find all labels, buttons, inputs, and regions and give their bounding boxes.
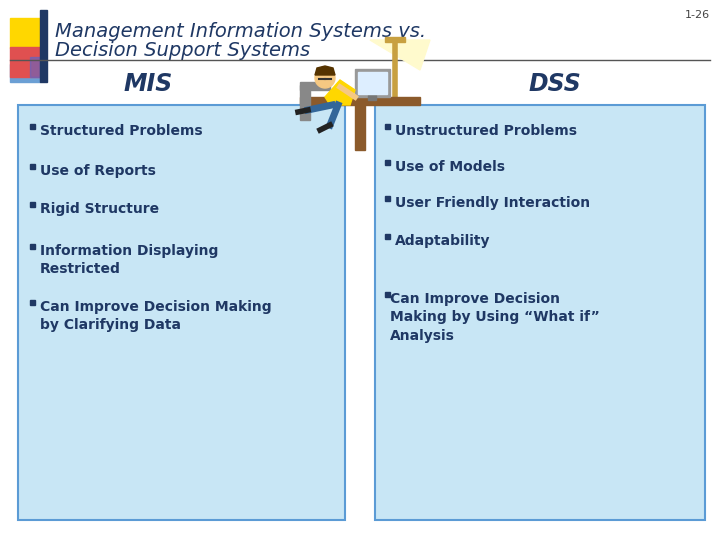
Text: 1-26: 1-26: [685, 10, 710, 20]
Bar: [30, 244, 35, 249]
Bar: [30, 124, 35, 129]
Polygon shape: [370, 40, 430, 70]
Bar: [40, 10, 47, 82]
Text: Management Information Systems vs.: Management Information Systems vs.: [55, 22, 426, 41]
Text: User Friendly Interaction: User Friendly Interaction: [395, 196, 590, 210]
Bar: [30, 57, 40, 77]
Bar: [368, 95, 376, 100]
Bar: [355, 69, 390, 97]
Bar: [358, 72, 387, 94]
Text: Information Displaying
Restricted: Information Displaying Restricted: [40, 244, 218, 276]
Bar: [300, 85, 310, 120]
Bar: [10, 18, 40, 48]
Text: DSS: DSS: [528, 72, 581, 96]
Bar: [10, 64, 40, 82]
Bar: [385, 37, 405, 42]
Polygon shape: [315, 66, 335, 75]
Bar: [30, 300, 35, 305]
Bar: [300, 82, 330, 90]
Text: Rigid Structure: Rigid Structure: [40, 202, 159, 216]
Bar: [18, 105, 345, 520]
Bar: [355, 100, 365, 150]
Bar: [300, 97, 420, 105]
Text: Use of Models: Use of Models: [395, 160, 505, 174]
Text: Unstructured Problems: Unstructured Problems: [395, 124, 577, 138]
Bar: [385, 124, 390, 129]
Circle shape: [315, 68, 335, 88]
Text: MIS: MIS: [123, 72, 173, 96]
Text: Use of Reports: Use of Reports: [40, 164, 156, 178]
Bar: [30, 202, 35, 207]
Bar: [10, 47, 40, 77]
Bar: [385, 234, 390, 239]
Bar: [385, 196, 390, 201]
Bar: [30, 164, 35, 169]
Text: Structured Problems: Structured Problems: [40, 124, 202, 138]
Text: Can Improve Decision Making
by Clarifying Data: Can Improve Decision Making by Clarifyin…: [40, 300, 271, 333]
Bar: [385, 292, 390, 297]
Bar: [385, 160, 390, 165]
Text: Decision Support Systems: Decision Support Systems: [55, 41, 310, 60]
Text: Can Improve Decision
Making by Using “What if”
Analysis: Can Improve Decision Making by Using “Wh…: [390, 292, 600, 343]
Text: Adaptability: Adaptability: [395, 234, 490, 248]
Polygon shape: [325, 80, 355, 105]
Bar: [375, 105, 705, 520]
